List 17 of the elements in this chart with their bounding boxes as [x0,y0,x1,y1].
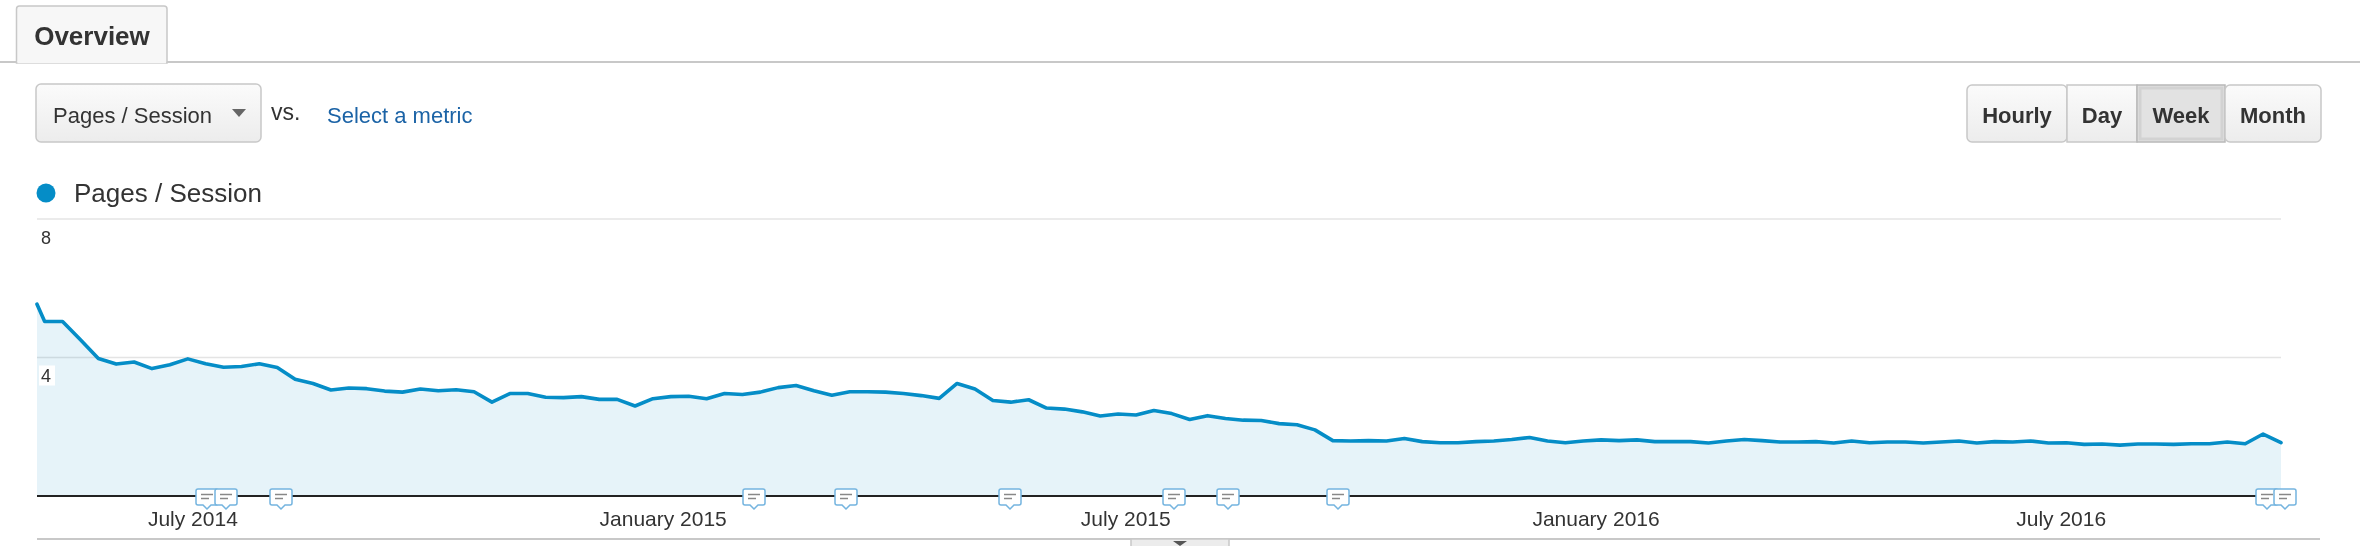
x-tick-label: July 2015 [1080,507,1171,530]
button: Hourly [1966,84,2068,143]
x-tick-label: July 2014 [147,507,239,530]
y-tick-label: 8 [41,227,52,248]
button: Month [2224,84,2322,143]
tab: Overview [15,5,168,64]
chart-title: Overview [34,21,151,51]
legend-label: Pages / Session [74,178,262,208]
button: Week [2136,84,2226,143]
x-tick-label: July 2016 [2016,507,2107,530]
button: Day [2066,84,2138,143]
y-tick-label: 4 [41,366,52,386]
text: vs. [271,99,301,125]
x-tick-label: January 2015 [599,507,727,530]
text: Select a metric [327,102,473,128]
x-tick-label: January 2016 [1532,507,1660,530]
dropdown: Pages / Session [35,83,262,143]
